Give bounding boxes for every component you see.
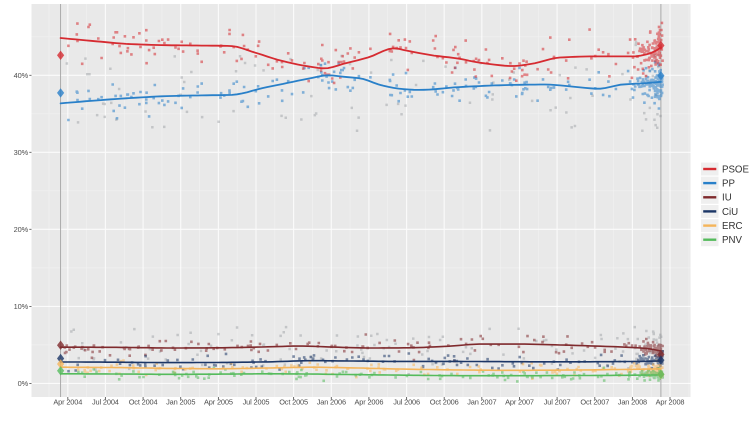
svg-text:Oct 2005: Oct 2005 bbox=[279, 398, 308, 407]
svg-text:0%: 0% bbox=[18, 379, 29, 388]
svg-text:Apr 2006: Apr 2006 bbox=[355, 398, 384, 407]
svg-text:Apr 2007: Apr 2007 bbox=[505, 398, 534, 407]
svg-text:20%: 20% bbox=[14, 225, 29, 234]
svg-text:Oct 2004: Oct 2004 bbox=[129, 398, 158, 407]
svg-text:Oct 2006: Oct 2006 bbox=[430, 398, 459, 407]
svg-text:Jan 2008: Jan 2008 bbox=[618, 398, 647, 407]
svg-text:Jan 2005: Jan 2005 bbox=[166, 398, 195, 407]
svg-text:PP: PP bbox=[722, 179, 735, 190]
svg-text:Jan 2006: Jan 2006 bbox=[317, 398, 346, 407]
svg-text:Jul 2007: Jul 2007 bbox=[544, 398, 571, 407]
svg-text:IU: IU bbox=[722, 193, 732, 204]
svg-text:Apr 2005: Apr 2005 bbox=[204, 398, 233, 407]
svg-text:ERC: ERC bbox=[722, 221, 742, 232]
svg-text:Jan 2007: Jan 2007 bbox=[467, 398, 496, 407]
svg-text:Apr 2008: Apr 2008 bbox=[656, 398, 685, 407]
svg-text:CiU: CiU bbox=[722, 207, 738, 218]
svg-text:40%: 40% bbox=[14, 71, 29, 80]
svg-text:Apr 2004: Apr 2004 bbox=[53, 398, 82, 407]
svg-text:Jul 2006: Jul 2006 bbox=[393, 398, 420, 407]
svg-text:Jul 2004: Jul 2004 bbox=[92, 398, 119, 407]
svg-text:30%: 30% bbox=[14, 148, 29, 157]
svg-text:10%: 10% bbox=[14, 302, 29, 311]
svg-text:Oct 2007: Oct 2007 bbox=[580, 398, 609, 407]
svg-text:Jul 2005: Jul 2005 bbox=[243, 398, 270, 407]
svg-text:PNV: PNV bbox=[722, 235, 742, 246]
svg-text:PSOE: PSOE bbox=[722, 164, 749, 175]
